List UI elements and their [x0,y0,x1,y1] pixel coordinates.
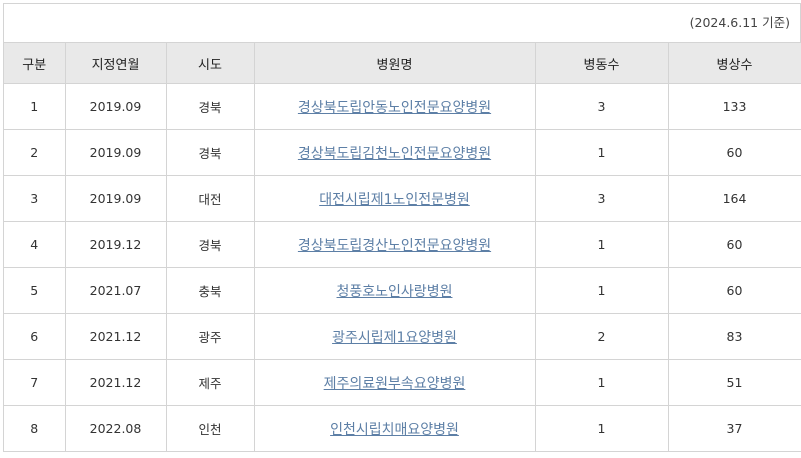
header-col-bed-count: 병상수 [667,42,801,84]
table-row: 7 2021.12 제주 제주의료원부속요양병원 1 51 [4,359,801,406]
table-row: 6 2021.12 광주 광주시립제1요양병원 2 83 [4,313,801,360]
cell-col-region: 경북 [165,221,255,268]
cell-col-bed-count: 37 [667,405,801,452]
cell-col-number: 5 [4,267,66,314]
header-col-hospital-name: 병원명 [253,42,536,84]
hospital-link[interactable]: 경상북도립김천노인전문요양병원 [297,145,492,162]
cell-col-designation-date: 2022.08 [64,405,167,452]
cell-col-region: 광주 [165,313,255,360]
cell-col-ward-count: 1 [534,267,669,314]
table-row: 1 2019.09 경북 경상북도립안동노인전문요양병원 3 133 [4,83,801,130]
cell-col-bed-count: 164 [667,175,801,222]
hospital-link[interactable]: 광주시립제1요양병원 [332,329,457,346]
cell-col-number: 7 [4,359,66,406]
cell-col-hospital-name: 경상북도립안동노인전문요양병원 [253,83,536,130]
hospital-link[interactable]: 제주의료원부속요양병원 [323,375,466,392]
hospital-link[interactable]: 경상북도립경산노인전문요양병원 [297,237,492,254]
cell-col-hospital-name: 대전시립제1노인전문병원 [253,175,536,222]
cell-col-ward-count: 1 [534,221,669,268]
cell-col-hospital-name: 청풍호노인사랑병원 [253,267,536,314]
cell-col-number: 1 [4,83,66,130]
cell-col-designation-date: 2019.09 [64,175,167,222]
cell-col-bed-count: 83 [667,313,801,360]
basis-date: (2024.6.11 기준) [4,4,801,42]
hospital-link[interactable]: 청풍호노인사랑병원 [336,283,453,300]
cell-col-bed-count: 60 [667,221,801,268]
cell-col-designation-date: 2019.12 [64,221,167,268]
cell-col-number: 2 [4,129,66,176]
cell-col-ward-count: 2 [534,313,669,360]
cell-col-designation-date: 2021.12 [64,313,167,360]
cell-col-hospital-name: 인천시립치매요양병원 [253,405,536,452]
header-col-designation-date: 지정연월 [64,42,167,84]
cell-col-number: 8 [4,405,66,452]
cell-col-ward-count: 3 [534,175,669,222]
header-col-region: 시도 [165,42,255,84]
table-row: 3 2019.09 대전 대전시립제1노인전문병원 3 164 [4,175,801,222]
cell-col-bed-count: 60 [667,267,801,314]
cell-col-region: 경북 [165,129,255,176]
cell-col-ward-count: 3 [534,83,669,130]
cell-col-designation-date: 2019.09 [64,129,167,176]
table-row: 5 2021.07 충북 청풍호노인사랑병원 1 60 [4,267,801,314]
cell-col-ward-count: 1 [534,359,669,406]
cell-col-hospital-name: 제주의료원부속요양병원 [253,359,536,406]
cell-col-bed-count: 133 [667,83,801,130]
hospital-table-container: (2024.6.11 기준) 구분 지정연월 시도 병원명 병동수 병상수 1 2019.0… [3,3,801,452]
cell-col-ward-count: 1 [534,129,669,176]
hospital-link[interactable]: 대전시립제1노인전문병원 [319,191,470,208]
hospital-link[interactable]: 인천시립치매요양병원 [330,421,459,438]
header-col-ward-count: 병동수 [534,42,669,84]
table-row: 2 2019.09 경북 경상북도립김천노인전문요양병원 1 60 [4,129,801,176]
header-col-number: 구분 [4,42,66,84]
cell-col-number: 3 [4,175,66,222]
cell-col-designation-date: 2021.12 [64,359,167,406]
hospital-table: 구분 지정연월 시도 병원명 병동수 병상수 1 2019.09 경북 경상북도립안동노인전문요… [4,42,801,452]
cell-col-designation-date: 2021.07 [64,267,167,314]
cell-col-number: 4 [4,221,66,268]
cell-col-region: 충북 [165,267,255,314]
cell-col-region: 제주 [165,359,255,406]
cell-col-bed-count: 51 [667,359,801,406]
cell-col-region: 대전 [165,175,255,222]
cell-col-hospital-name: 경상북도립김천노인전문요양병원 [253,129,536,176]
table-row: 8 2022.08 인천 인천시립치매요양병원 1 37 [4,405,801,452]
table-row: 4 2019.12 경북 경상북도립경산노인전문요양병원 1 60 [4,221,801,268]
table-header: 구분 지정연월 시도 병원명 병동수 병상수 [4,42,801,84]
cell-col-bed-count: 60 [667,129,801,176]
cell-col-ward-count: 1 [534,405,669,452]
cell-col-number: 6 [4,313,66,360]
cell-col-region: 경북 [165,83,255,130]
cell-col-hospital-name: 경상북도립경산노인전문요양병원 [253,221,536,268]
cell-col-region: 인천 [165,405,255,452]
cell-col-designation-date: 2019.09 [64,83,167,130]
hospital-link[interactable]: 경상북도립안동노인전문요양병원 [297,99,492,116]
cell-col-hospital-name: 광주시립제1요양병원 [253,313,536,360]
